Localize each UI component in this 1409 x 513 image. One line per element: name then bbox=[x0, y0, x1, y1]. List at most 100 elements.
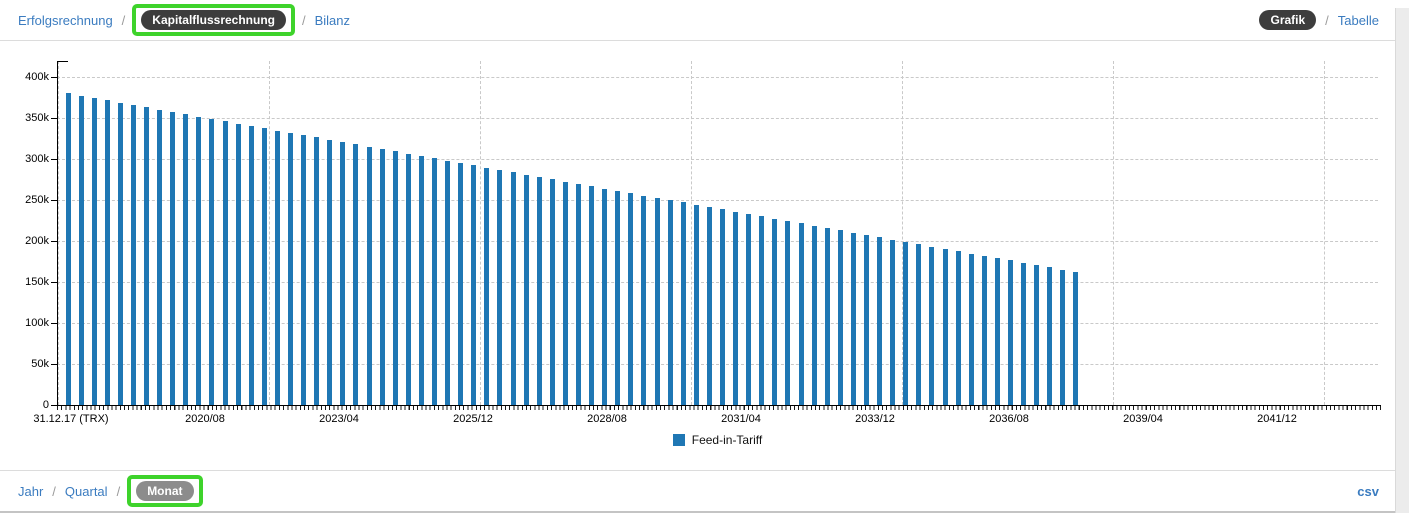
bar bbox=[353, 144, 359, 405]
y-gridline bbox=[57, 159, 1378, 160]
chart-legend-item[interactable]: Feed-in-Tariff bbox=[57, 433, 1378, 447]
bar bbox=[942, 248, 948, 405]
x-axis-label: 2025/12 bbox=[453, 413, 493, 425]
bar bbox=[981, 255, 987, 405]
csv-export-link[interactable]: csv bbox=[1357, 483, 1379, 499]
bar bbox=[274, 130, 280, 405]
bar bbox=[602, 188, 608, 405]
top-nav-bar: Erfolgsrechnung / Kapitalflussrechnung /… bbox=[0, 0, 1409, 41]
window-edge-strip bbox=[1395, 8, 1409, 513]
period-monat-active-pill[interactable]: Monat bbox=[136, 481, 194, 501]
bar bbox=[117, 102, 123, 405]
y-axis-tick bbox=[51, 364, 57, 365]
bar bbox=[955, 251, 961, 405]
view-toggle: Grafik / Tabelle bbox=[1259, 10, 1379, 30]
y-axis-tick bbox=[51, 159, 57, 160]
bar bbox=[615, 190, 621, 405]
nav-erfolgsrechnung-link[interactable]: Erfolgsrechnung bbox=[18, 12, 113, 28]
x-gridline bbox=[480, 61, 481, 405]
bar bbox=[549, 179, 555, 405]
y-axis-top-tick bbox=[57, 61, 68, 62]
bar bbox=[863, 234, 869, 405]
view-toggle-separator: / bbox=[1325, 12, 1329, 28]
y-axis-tick bbox=[51, 77, 57, 78]
bar bbox=[589, 186, 595, 405]
y-axis-tick bbox=[51, 282, 57, 283]
bar bbox=[628, 193, 634, 405]
y-axis-label: 300k bbox=[25, 153, 49, 165]
legend-series-label: Feed-in-Tariff bbox=[691, 433, 763, 447]
bar bbox=[994, 258, 1000, 405]
bar bbox=[1007, 260, 1013, 405]
view-grafik-active-pill[interactable]: Grafik bbox=[1259, 10, 1317, 30]
bar bbox=[288, 132, 294, 405]
bar bbox=[1021, 262, 1027, 405]
bar bbox=[432, 158, 438, 405]
bar bbox=[366, 146, 372, 405]
bar bbox=[720, 209, 725, 405]
bar bbox=[693, 204, 699, 405]
x-axis-label: 2036/08 bbox=[989, 413, 1029, 425]
x-gridline bbox=[1113, 61, 1114, 405]
bar bbox=[680, 202, 686, 405]
bar bbox=[837, 230, 843, 405]
bar bbox=[497, 169, 503, 405]
y-gridline bbox=[57, 77, 1378, 78]
x-axis-label: 2023/04 bbox=[319, 413, 359, 425]
nav-bilanz-link[interactable]: Bilanz bbox=[314, 12, 351, 28]
y-axis-label: 100k bbox=[25, 317, 49, 329]
bar bbox=[510, 172, 516, 405]
bar bbox=[746, 214, 752, 405]
bar bbox=[301, 135, 307, 405]
y-gridline bbox=[57, 241, 1378, 242]
bar bbox=[798, 223, 804, 405]
period-quartal-link[interactable]: Quartal bbox=[64, 483, 108, 499]
bar bbox=[903, 241, 909, 405]
period-toolbar: Jahr / Quartal / Monat csv bbox=[0, 470, 1409, 513]
bar bbox=[562, 181, 568, 405]
bar bbox=[183, 114, 189, 405]
x-axis-label: 2031/04 bbox=[721, 413, 761, 425]
annotation-box-kapitalflussrechnung: Kapitalflussrechnung bbox=[132, 4, 295, 36]
bar bbox=[576, 183, 581, 405]
y-axis-line bbox=[57, 61, 58, 405]
bar bbox=[667, 200, 673, 405]
bar bbox=[811, 225, 817, 405]
bar bbox=[458, 163, 464, 405]
x-axis-label: 2028/08 bbox=[587, 413, 627, 425]
bar bbox=[327, 139, 333, 405]
bar bbox=[445, 160, 451, 405]
bar bbox=[248, 125, 254, 405]
y-gridline bbox=[57, 364, 1378, 365]
y-axis-label: 200k bbox=[25, 235, 49, 247]
nav-kapitalflussrechnung-active-pill[interactable]: Kapitalflussrechnung bbox=[141, 10, 286, 30]
period-selector: Jahr / Quartal / Monat bbox=[18, 475, 203, 507]
bar bbox=[209, 118, 215, 405]
x-axis-label: 2041/12 bbox=[1257, 413, 1297, 425]
period-jahr-link[interactable]: Jahr bbox=[18, 483, 44, 499]
bar bbox=[968, 253, 974, 405]
y-gridline bbox=[57, 200, 1378, 201]
view-tabelle-link[interactable]: Tabelle bbox=[1337, 12, 1379, 28]
y-axis-tick bbox=[51, 118, 57, 119]
bar bbox=[706, 207, 712, 405]
breadcrumb-separator: / bbox=[301, 12, 306, 28]
bar bbox=[130, 105, 136, 405]
bar bbox=[170, 111, 176, 405]
bar bbox=[196, 116, 202, 405]
bar bbox=[890, 239, 896, 405]
bar bbox=[65, 93, 71, 405]
bar bbox=[916, 244, 922, 405]
bar bbox=[405, 153, 411, 405]
x-axis-minor-ticks bbox=[57, 406, 1381, 410]
y-axis-tick bbox=[51, 323, 57, 324]
bar bbox=[759, 216, 765, 405]
bar bbox=[392, 151, 398, 405]
bar bbox=[471, 165, 477, 405]
y-axis-label: 0 bbox=[42, 399, 49, 411]
y-axis-label: 250k bbox=[25, 194, 49, 206]
y-axis-tick bbox=[51, 200, 57, 201]
y-gridline bbox=[57, 282, 1378, 283]
report-breadcrumb: Erfolgsrechnung / Kapitalflussrechnung /… bbox=[18, 4, 351, 36]
